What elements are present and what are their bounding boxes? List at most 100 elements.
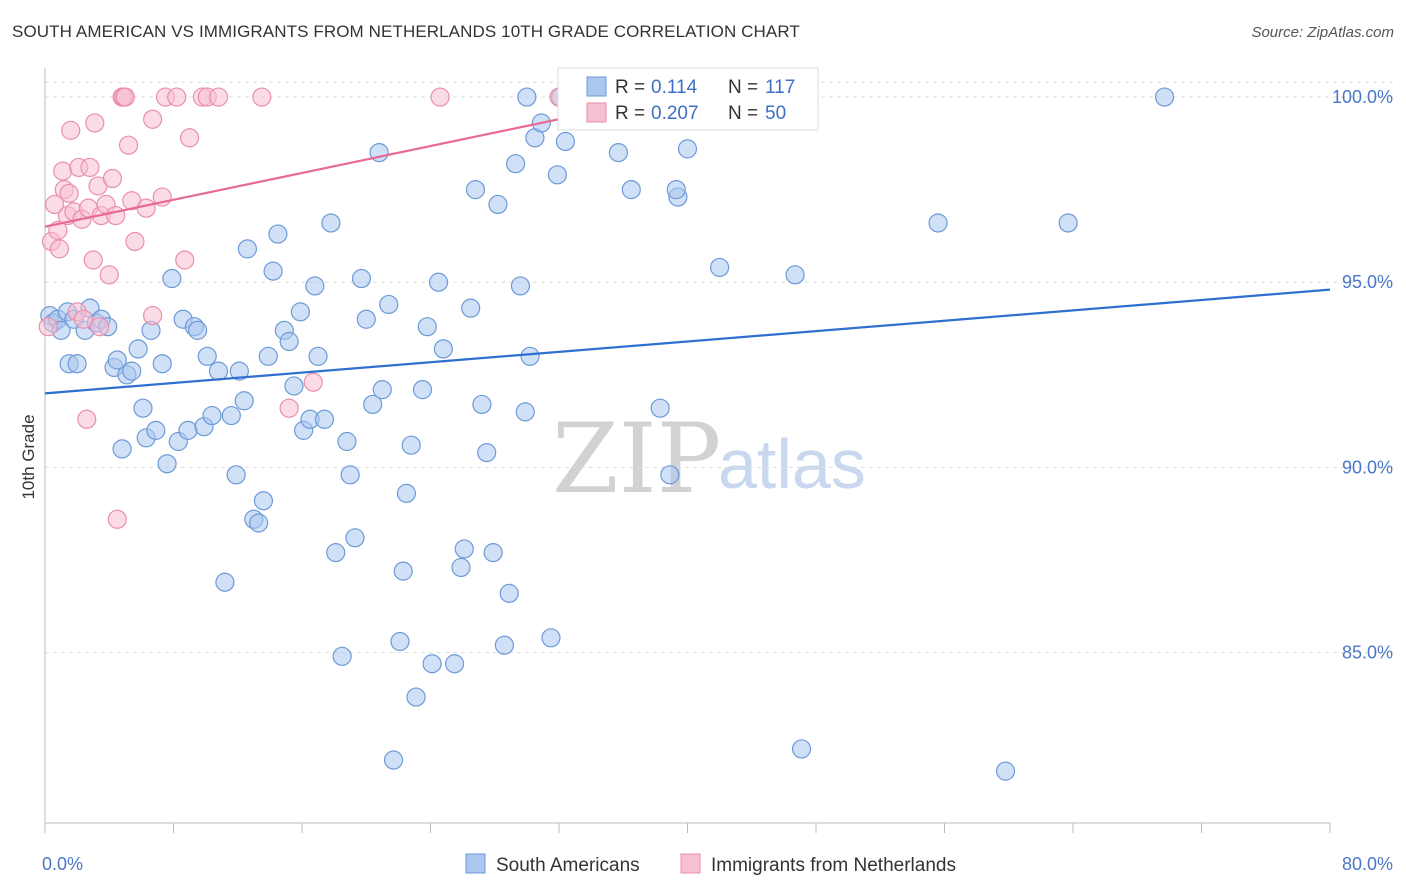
data-point [197,346,217,366]
data-point [152,354,172,374]
legend-n-value-1: 117 [765,77,795,98]
y-tick-label: 85.0% [1342,643,1393,663]
data-point [517,87,537,107]
data-point [995,761,1016,781]
data-point [90,317,110,337]
data-point [279,331,299,352]
data-point [428,272,449,292]
legend-r-value-2: 0.207 [651,103,699,124]
bottom-legend-label-blue: South Americans [496,855,640,876]
data-point [515,402,535,422]
data-point [67,354,87,374]
data-point [128,339,148,359]
data-point [465,180,486,200]
legend-r-label-1: R = [615,77,645,98]
data-point [122,361,142,381]
data-point [483,543,503,563]
data-point [133,398,153,418]
legend-n-value-2: 50 [765,103,786,124]
data-point [167,87,187,107]
data-point [118,135,139,155]
data-point [61,120,81,140]
data-point [85,113,105,133]
data-point [666,180,686,200]
data-point [107,509,127,529]
data-point [340,465,360,485]
data-point [472,394,492,415]
data-point [208,87,229,107]
data-point [379,294,399,315]
series-legend: South Americans Immigrants from Netherla… [465,853,956,876]
data-point [263,261,283,281]
data-point [77,409,97,429]
data-point [107,350,127,370]
data-point [430,87,450,107]
data-point [710,257,730,278]
data-point [106,205,126,226]
data-point [253,491,274,511]
legend-n-label-1: N = [728,77,758,98]
data-point [53,161,73,181]
data-point [791,739,812,759]
data-point [393,561,413,581]
data-point [477,443,497,463]
data-point [454,539,474,559]
legend-swatch-pink [586,102,607,123]
data-point [136,198,156,218]
data-point [785,265,805,285]
legend-swatch-blue [586,76,607,97]
data-point [252,87,272,107]
data-point [660,465,680,485]
data-point [337,431,357,452]
data-point [258,346,278,366]
data-point [208,361,229,381]
data-point [417,317,437,337]
data-point [146,420,166,440]
data-point [444,654,465,674]
data-point [268,224,288,244]
data-point [555,131,576,152]
data-point [677,139,698,159]
data-point [363,394,383,415]
data-point [412,380,433,400]
data-point [351,268,372,289]
bottom-legend-label-pink: Immigrants from Netherlands [711,855,956,876]
data-point [396,483,417,503]
data-point [1058,213,1078,233]
data-point [187,320,208,340]
data-point [178,420,198,440]
data-point [928,213,948,233]
data-point [143,305,163,326]
data-point [451,557,471,578]
data-point [321,213,341,233]
data-point [237,239,257,259]
y-tick-labels: 85.0% 90.0% 95.0% 100.0% [1332,87,1393,663]
data-point [234,391,254,411]
data-point [401,435,421,455]
data-point [221,405,241,426]
data-point [202,405,222,426]
y-tick-label: 100.0% [1332,87,1393,107]
data-point [175,250,195,270]
data-point [303,372,323,392]
axes [44,68,1331,833]
data-point [332,646,352,666]
x-tick-label-end: 80.0% [1342,854,1393,874]
data-point [49,239,70,259]
data-point [102,168,123,189]
data-point [229,361,249,381]
watermark-zip: ZIP [552,403,721,515]
x-tick-label-start: 0.0% [42,854,83,874]
data-point [494,635,514,655]
data-point [488,194,508,215]
data-point [112,439,132,459]
data-point [80,157,100,178]
data-point [499,583,519,603]
data-point [1154,87,1175,107]
data-point [461,298,481,318]
data-point [143,109,163,129]
series-immigrants-netherlands [38,87,569,529]
data-point [650,398,670,418]
data-point [226,465,246,485]
y-tick-label: 90.0% [1342,457,1393,477]
